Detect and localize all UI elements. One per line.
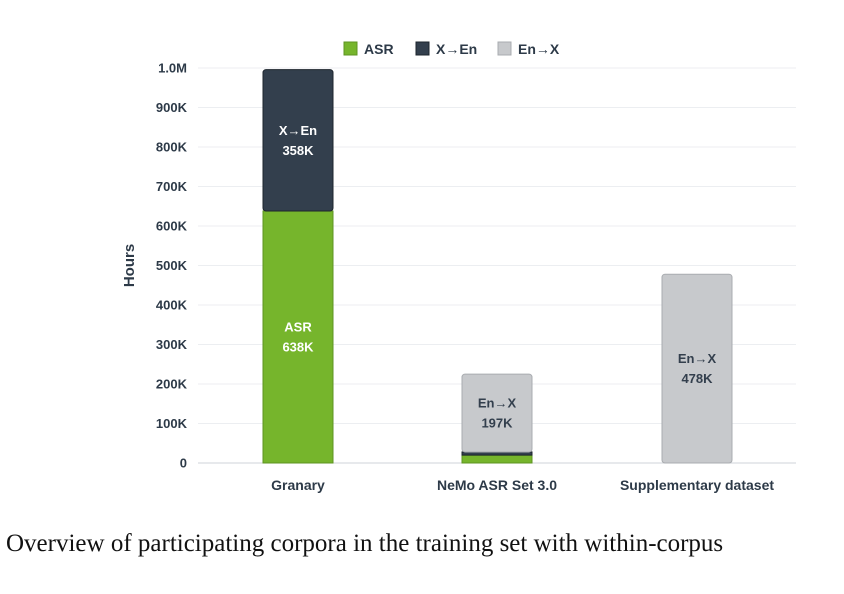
legend-label: En→X [518, 41, 560, 57]
y-tick-label: 1.0M [158, 61, 187, 76]
legend-swatch [415, 41, 430, 56]
y-tick-label: 200K [156, 377, 188, 392]
legend-label: X→En [436, 41, 477, 57]
figure-caption: Overview of participating corpora in the… [6, 530, 724, 557]
x-category-label: Supplementary dataset [620, 477, 774, 493]
stacked-bar-chart: 0 100K 200K 300K 400K 500K 600K 700K 800K 900K 1.0… [121, 41, 796, 493]
legend-swatch [343, 41, 358, 56]
bar-data-label: 638K [282, 339, 314, 354]
legend-swatch [497, 41, 512, 56]
bar-data-label: 478K [681, 371, 713, 386]
y-tick-label: 0 [180, 456, 187, 471]
x-category-label: Granary [271, 477, 325, 493]
y-tick-label: 700K [156, 179, 188, 194]
y-tick-label: 800K [156, 140, 188, 155]
bar-segment [461, 373, 533, 453]
y-axis-title: Hours [121, 244, 138, 287]
bar-segment [262, 69, 334, 212]
y-tick-label: 400K [156, 298, 188, 313]
bar-data-label: X→En [279, 123, 317, 138]
x-category-label: NeMo ASR Set 3.0 [437, 477, 557, 493]
bar-data-label: En→X [478, 396, 517, 411]
y-tick-label: 900K [156, 100, 188, 115]
y-tick-label: 500K [156, 258, 188, 273]
bar-data-label: 358K [282, 143, 314, 158]
bar-segment [262, 210, 334, 464]
bar-data-label: ASR [284, 319, 312, 334]
y-tick-label: 600K [156, 219, 188, 234]
bar-data-label: 197K [481, 416, 513, 431]
y-tick-label: 100K [156, 416, 188, 431]
legend-label: ASR [364, 41, 394, 57]
bar-data-label: En→X [678, 351, 717, 366]
bar-segment [661, 273, 733, 464]
y-tick-label: 300K [156, 337, 188, 352]
bar-segment [461, 454, 533, 464]
